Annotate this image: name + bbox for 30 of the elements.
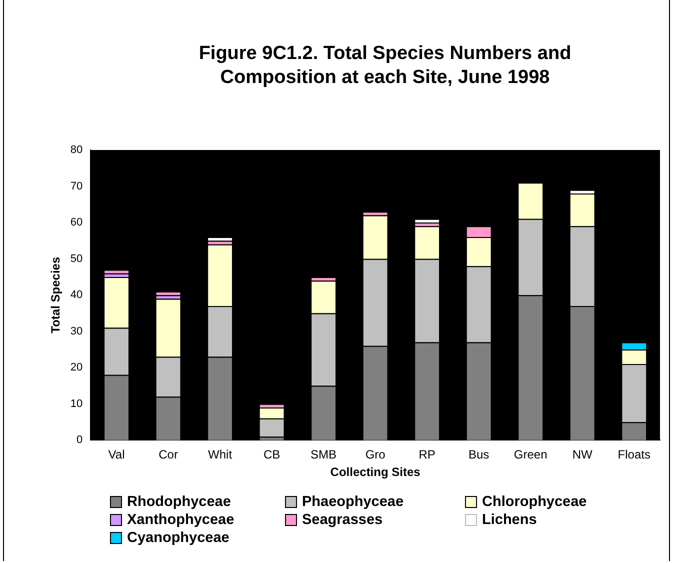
x-tick-label: NW <box>572 448 594 462</box>
x-tick-label: Cor <box>158 448 178 462</box>
chart-title: Figure 9C1.2. Total Species Numbers and Composition at each Site, June 1998 <box>198 42 572 90</box>
x-tick-label: Whit <box>208 448 233 462</box>
y-tick-label: 30 <box>70 325 83 338</box>
y-tick-label: 20 <box>70 362 83 374</box>
y-axis-title: Total Species <box>48 256 63 334</box>
y-tick-label: 60 <box>70 216 83 229</box>
legend-label: Seagrasses <box>302 511 383 529</box>
x-tick-label: Gro <box>365 448 386 462</box>
y-tick-label: 50 <box>70 252 83 265</box>
x-tick-label: Floats <box>618 448 650 462</box>
x-tick-label: Green <box>514 448 548 462</box>
legend-label: Chlorophyceae <box>482 493 587 511</box>
x-tick-label: SMB <box>310 448 337 462</box>
x-tick-label: Bus <box>468 448 490 462</box>
x-tick-label: RP <box>418 448 436 462</box>
y-tick-label: 80 <box>70 144 83 156</box>
x-tick-label: CB <box>263 448 280 462</box>
y-tick-label: 10 <box>70 398 83 410</box>
legend-label: Cyanophyceae <box>127 529 230 547</box>
y-tick-label: 0 <box>76 434 83 446</box>
x-axis-title: Collecting Sites <box>330 465 421 480</box>
legend-label: Xanthophyceae <box>127 511 234 529</box>
x-tick-label: Val <box>108 448 125 462</box>
y-tick-label: 40 <box>70 289 83 302</box>
legend-label: Phaeophyceae <box>302 493 404 511</box>
legend-label: Rhodophyceae <box>127 493 231 511</box>
legend-label: Lichens <box>482 511 537 529</box>
y-tick-label: 70 <box>70 180 83 192</box>
